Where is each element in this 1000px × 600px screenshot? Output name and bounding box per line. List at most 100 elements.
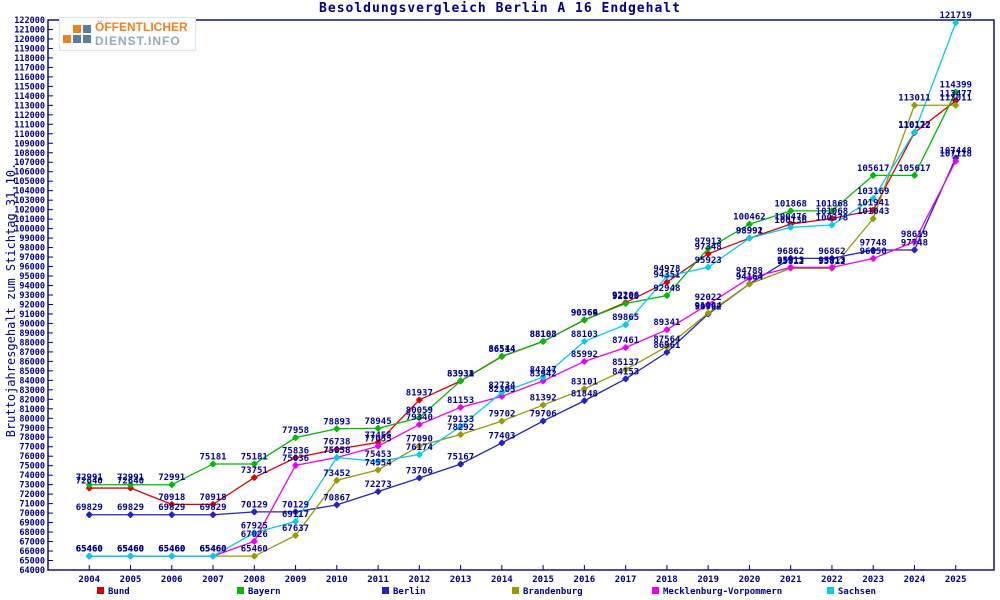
x-tick-label: 2019 <box>697 575 719 585</box>
x-tick-label: 2025 <box>945 575 967 585</box>
value-label-berlin: 69829 <box>158 503 185 513</box>
data-point-berlin <box>663 349 671 356</box>
value-label-mecklenburg-vorpommern: 92022 <box>695 293 722 303</box>
data-point-mecklenburg-vorpommern <box>869 255 877 262</box>
value-label-mecklenburg-vorpommern: 75036 <box>282 454 309 464</box>
data-point-brandenburg <box>952 101 959 109</box>
value-label-sachsen: 65460 <box>158 545 185 555</box>
data-point-berlin <box>374 488 382 495</box>
value-label-bayern: 88108 <box>530 330 557 340</box>
value-label-mecklenburg-vorpommern: 82305 <box>488 385 515 395</box>
value-label-berlin: 70129 <box>282 500 309 510</box>
value-label-bund: 86514 <box>488 345 516 355</box>
legend-label-berlin: Berlin <box>393 586 426 597</box>
legend-swatch-sachsen <box>827 587 834 594</box>
x-tick-label: 2006 <box>161 575 183 585</box>
value-label-brandenburg: 87564 <box>653 335 681 345</box>
data-point-brandenburg <box>704 309 712 317</box>
logo-square <box>63 25 71 33</box>
value-label-bayern: 78893 <box>323 417 350 427</box>
value-label-brandenburg: 78292 <box>447 423 474 433</box>
data-point-berlin <box>457 460 464 468</box>
value-label-berlin: 77403 <box>488 431 515 441</box>
plot-frame <box>47 19 995 571</box>
y-tick-label: 114000 <box>14 92 45 102</box>
value-label-sachsen: 110172 <box>898 121 931 131</box>
logo-text-line1: ÖFFENTLICHER <box>95 20 188 34</box>
value-label-brandenburg: 81392 <box>530 394 557 404</box>
y-tick-label: 109000 <box>14 139 45 149</box>
data-point-sachsen <box>911 128 918 136</box>
y-tick-label: 111000 <box>14 120 45 130</box>
value-label-bayern: 72991 <box>76 473 103 483</box>
value-label-bund: 70918 <box>199 493 226 503</box>
value-label-berlin: 94164 <box>736 272 764 282</box>
y-tick-label: 99000 <box>19 234 45 244</box>
value-label-brandenburg: 77090 <box>406 434 433 444</box>
data-point-berlin <box>581 397 588 405</box>
logo-square <box>83 35 91 43</box>
series-line-sachsen <box>89 22 957 557</box>
value-label-bund: 113477 <box>939 89 972 99</box>
data-point-bayern <box>952 88 959 96</box>
value-label-sachsen: 88103 <box>571 330 598 340</box>
data-point-bayern <box>787 207 794 215</box>
data-point-berlin <box>251 508 258 516</box>
data-point-bayern <box>622 300 629 307</box>
legend-swatch-bund <box>97 587 104 594</box>
value-label-sachsen: 69117 <box>282 510 309 520</box>
value-label-sachsen: 67925 <box>241 521 268 531</box>
data-point-sachsen <box>127 552 134 560</box>
value-label-bayern: 75181 <box>199 452 226 462</box>
data-point-mecklenburg-vorpommern <box>704 301 712 308</box>
data-point-berlin <box>333 501 341 509</box>
data-point-bayern <box>251 460 258 468</box>
value-label-mecklenburg-vorpommern: 65460 <box>158 545 185 555</box>
value-label-mecklenburg-vorpommern: 107118 <box>939 150 972 160</box>
y-tick-label: 68000 <box>19 528 45 538</box>
y-tick-label: 79000 <box>19 424 45 434</box>
value-label-bayern: 75181 <box>241 452 268 462</box>
y-tick-label: 89000 <box>19 329 45 339</box>
data-point-bayern <box>663 292 671 299</box>
x-tick-label: 2016 <box>574 575 596 585</box>
y-tick-label: 115000 <box>14 82 45 92</box>
data-point-mecklenburg-vorpommern <box>952 157 959 165</box>
value-label-brandenburg: 65460 <box>117 545 144 555</box>
data-point-brandenburg <box>869 215 877 222</box>
y-tick-label: 85000 <box>19 367 45 377</box>
value-label-bund: 76738 <box>323 438 350 448</box>
value-label-mecklenburg-vorpommern: 79340 <box>406 413 433 423</box>
value-label-bayern: 100462 <box>733 213 766 223</box>
value-label-bayern: 86544 <box>488 345 516 355</box>
y-tick-label: 103000 <box>14 196 45 206</box>
y-tick-label: 76000 <box>19 452 45 462</box>
data-point-bayern <box>374 425 382 432</box>
value-label-bayern: 97913 <box>695 237 722 247</box>
data-point-brandenburg <box>622 366 629 373</box>
x-tick-label: 2023 <box>862 575 884 585</box>
value-label-berlin: 69829 <box>76 503 103 513</box>
data-point-berlin <box>787 255 794 262</box>
value-label-bund: 75836 <box>282 446 309 456</box>
x-tick-label: 2007 <box>202 575 224 585</box>
y-tick-label: 73000 <box>19 481 45 491</box>
y-tick-label: 83000 <box>19 386 45 396</box>
data-point-bayern <box>911 172 918 179</box>
data-point-sachsen <box>416 451 423 458</box>
x-tick-label: 2014 <box>491 575 513 585</box>
value-label-brandenburg: 67637 <box>282 524 309 534</box>
value-label-berlin: 97748 <box>860 238 887 248</box>
x-tick-label: 2005 <box>120 575 142 585</box>
legend-swatch-bayern <box>237 587 244 594</box>
x-tick-label: 2004 <box>78 575 100 585</box>
y-axis-title: Bruttojahresgehalt zum Stichtag 31.10. <box>4 162 18 438</box>
data-point-sachsen <box>251 529 258 537</box>
value-label-brandenburg: 65460 <box>241 545 268 555</box>
page-title: Besoldungsvergleich Berlin A 16 Endgehal… <box>319 1 681 16</box>
data-point-berlin <box>539 417 547 425</box>
value-label-brandenburg: 74554 <box>365 458 393 468</box>
y-tick-label: 70000 <box>19 509 45 519</box>
value-label-brandenburg: 101043 <box>857 207 890 217</box>
data-point-brandenburg <box>374 466 382 474</box>
